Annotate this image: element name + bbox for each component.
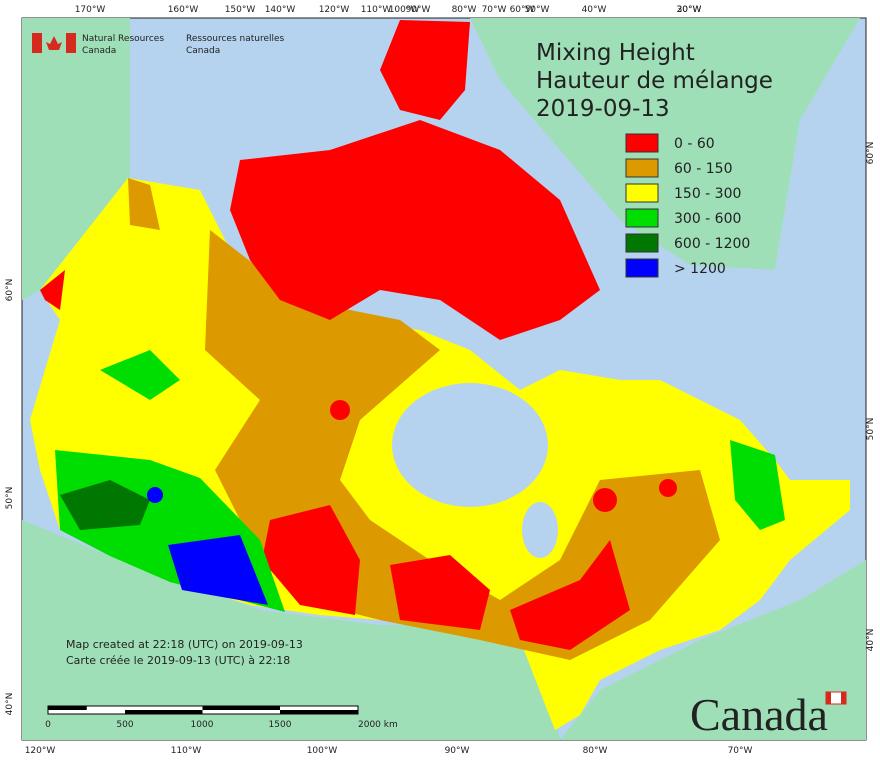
greenland	[470, 18, 860, 270]
usa-east	[560, 560, 866, 740]
top-lon-label: 20°W	[677, 5, 702, 15]
land-base	[22, 18, 866, 740]
scale-label: 500	[116, 720, 133, 730]
top-lon-label: 80°W	[452, 5, 477, 15]
legend-label: > 1200	[674, 261, 726, 277]
zone-60-150	[128, 178, 160, 230]
top-lon-label: 40°W	[582, 5, 607, 15]
legend-label: 150 - 300	[674, 186, 741, 202]
top-lon-label: 60°W	[510, 5, 535, 15]
agency-fr: Canada	[186, 46, 220, 56]
legend-swatch	[625, 208, 659, 228]
scale-label: 2000 km	[358, 720, 398, 730]
top-lon-label: 110°W	[361, 5, 392, 15]
bottom-lon-label: 90°W	[445, 746, 470, 756]
top-lon-label: 90°W	[406, 5, 431, 15]
legend-label: 600 - 1200	[674, 236, 750, 252]
zone-0-60	[40, 270, 65, 310]
maple-leaf	[46, 36, 62, 50]
zone-0-60	[380, 20, 470, 120]
top-lon-label: 120°W	[319, 5, 350, 15]
legend-swatch	[625, 183, 659, 203]
agency-fr: Ressources naturelles	[186, 34, 285, 44]
right-lat-label: 40°N	[866, 629, 876, 652]
zone-over-1200	[147, 487, 163, 503]
scale-label: 1000	[191, 720, 214, 730]
scale-seg	[125, 710, 203, 714]
scale-seg	[280, 710, 358, 714]
bottom-lon-label: 70°W	[728, 746, 753, 756]
wordmark-flag	[825, 691, 847, 705]
scale-bar	[47, 705, 359, 715]
left-lat-label: 40°N	[5, 693, 15, 716]
legend-label: 300 - 600	[674, 211, 741, 227]
top-lon-label: 140°W	[265, 5, 296, 15]
wordmark: Canada	[690, 689, 828, 740]
legend-swatch	[625, 258, 659, 278]
legend-swatch	[625, 158, 659, 178]
left-lat-label: 60°N	[5, 279, 15, 302]
hudson-bay	[392, 383, 548, 507]
scale-label: 0	[45, 720, 51, 730]
zone-0-60	[330, 400, 350, 420]
zone-0-60	[510, 540, 630, 650]
flag-bar	[66, 33, 76, 53]
title: Mixing Height	[536, 40, 695, 66]
zone-0-60	[230, 120, 600, 340]
note: Map created at 22:18 (UTC) on 2019-09-13	[66, 638, 303, 651]
legend-label: 60 - 150	[674, 161, 733, 177]
scale-seg	[48, 706, 87, 710]
title: Hauteur de mélange	[536, 68, 773, 94]
legend-label: 0 - 60	[674, 136, 715, 152]
right-lat-label: 50°N	[866, 418, 876, 441]
agency-en: Natural Resources	[82, 34, 164, 44]
title: 2019-09-13	[536, 96, 670, 122]
zone-0-60	[659, 479, 677, 497]
right-lat-label: 60°N	[866, 142, 876, 165]
bottom-lon-label: 80°W	[583, 746, 608, 756]
bottom-lon-label: 110°W	[171, 746, 202, 756]
scale-seg	[202, 706, 280, 710]
top-lon-label: 170°W	[75, 5, 106, 15]
flag-bar	[841, 692, 846, 704]
flag-bar	[32, 33, 42, 53]
top-lon-label: 50°W	[525, 5, 550, 15]
zone-0-60	[262, 505, 360, 615]
logo	[32, 33, 76, 53]
zone-0-60	[593, 488, 617, 512]
scale-labels: 0 500 1000 1500 2000 km	[45, 720, 398, 730]
zone-300-600	[730, 440, 785, 530]
top-lon-label: 150°W	[225, 5, 256, 15]
flag-bar	[826, 692, 831, 704]
top-lon-label: 70°W	[482, 5, 507, 15]
agency-en: Canada	[82, 46, 116, 56]
scale-label: 1500	[269, 720, 292, 730]
zone-300-600	[100, 350, 180, 400]
bottom-lon-label: 100°W	[307, 746, 338, 756]
top-lon-label: 160°W	[168, 5, 199, 15]
bottom-lon-label: 120°W	[25, 746, 56, 756]
top-lon-label: 30°W	[677, 5, 702, 15]
james-bay	[522, 502, 558, 558]
legend-swatch	[625, 233, 659, 253]
zone-600-1200	[60, 480, 150, 530]
legend: 0 - 60 60 - 150 150 - 300 300 - 600 600 - 12…	[625, 133, 750, 278]
top-lon-label: 100°W	[389, 5, 420, 15]
note: Carte créée le 2019-09-13 (UTC) à 22:18	[66, 654, 290, 667]
zone-0-60	[390, 555, 490, 630]
left-lat-label: 50°N	[5, 487, 15, 510]
alaska	[22, 18, 130, 300]
zone-over-1200	[168, 535, 268, 605]
legend-swatch	[625, 133, 659, 153]
